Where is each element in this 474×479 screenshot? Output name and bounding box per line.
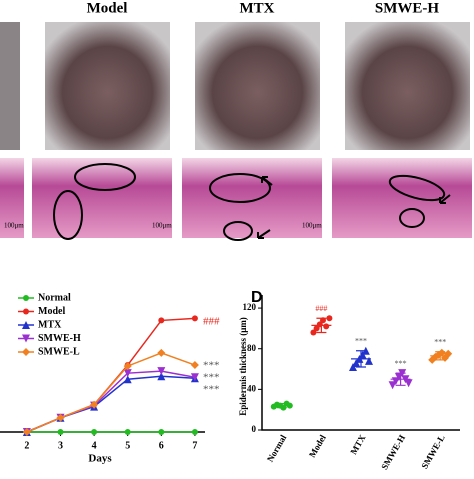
annotation: *** bbox=[203, 360, 220, 372]
photo bbox=[0, 22, 20, 150]
legend-marker bbox=[22, 321, 30, 329]
marker bbox=[57, 429, 64, 435]
annotation: *** bbox=[355, 337, 367, 346]
photo-label: MTX bbox=[240, 0, 275, 16]
error-bar bbox=[271, 402, 292, 409]
arrow bbox=[257, 176, 451, 239]
scale-bar-label: 100μm bbox=[4, 222, 24, 230]
data-point bbox=[404, 379, 413, 388]
legend-marker bbox=[22, 334, 30, 343]
marker bbox=[190, 361, 199, 370]
x-tick-label: Model bbox=[307, 433, 328, 460]
marker bbox=[157, 367, 166, 376]
y-axis-label: Epidermis thickness (μm) bbox=[238, 317, 248, 416]
legend-marker bbox=[22, 348, 30, 356]
y-tick-label: 0 bbox=[252, 424, 257, 434]
series-line bbox=[26, 352, 196, 433]
error-bar bbox=[430, 351, 451, 361]
marker bbox=[191, 315, 198, 322]
legend-marker bbox=[23, 295, 29, 301]
error-bar bbox=[390, 372, 411, 386]
annotation: *** bbox=[203, 372, 220, 384]
y-tick-label: 80 bbox=[247, 343, 257, 353]
photo-label: Model bbox=[87, 0, 128, 16]
marker bbox=[123, 362, 132, 371]
ellipse bbox=[388, 174, 446, 202]
photo bbox=[195, 22, 320, 150]
series-line bbox=[26, 370, 196, 433]
panel-label: D bbox=[251, 289, 263, 306]
data-point bbox=[388, 381, 397, 390]
histology: 100μm 100μm 100μm bbox=[0, 158, 472, 241]
x-tick-label: SMWE-H bbox=[379, 433, 407, 471]
error-bar bbox=[351, 350, 371, 368]
legend-label: SMWE-H bbox=[38, 333, 81, 344]
marker bbox=[124, 429, 131, 435]
annotation: *** bbox=[434, 338, 446, 347]
histology-image bbox=[182, 158, 322, 238]
marker bbox=[158, 317, 165, 324]
marker bbox=[191, 429, 198, 435]
data-point bbox=[310, 329, 317, 336]
marker bbox=[123, 375, 132, 384]
ellipse bbox=[223, 221, 253, 241]
data-point bbox=[323, 323, 330, 330]
legend-label: MTX bbox=[38, 319, 62, 330]
legend-label: SMWE-L bbox=[38, 346, 80, 357]
histology-image bbox=[332, 158, 472, 238]
x-tick-label: 2 bbox=[24, 440, 29, 451]
x-tick-label: MTX bbox=[348, 433, 367, 457]
marker bbox=[123, 369, 132, 378]
x-tick-label: 3 bbox=[58, 440, 63, 451]
marker bbox=[22, 428, 31, 436]
data-point bbox=[352, 358, 361, 367]
photo bbox=[345, 22, 470, 150]
marker bbox=[158, 429, 165, 435]
scale-bar-label: 100μm bbox=[152, 222, 172, 230]
x-tick-label: 7 bbox=[192, 440, 197, 451]
ellipse bbox=[53, 190, 83, 240]
x-tick-label: Normal bbox=[265, 433, 289, 464]
y-tick-label: 120 bbox=[243, 302, 257, 312]
error-bar bbox=[311, 317, 332, 334]
photo-label: SMWE-H bbox=[375, 0, 440, 16]
legend-label: Model bbox=[38, 306, 65, 317]
legend-label: Normal bbox=[38, 292, 71, 303]
marker bbox=[157, 372, 166, 381]
y-tick-label: 40 bbox=[247, 383, 257, 393]
photos: Model MTX SMWE-H bbox=[0, 0, 470, 150]
scale-bar-label: 100μm bbox=[302, 222, 322, 230]
ellipse bbox=[209, 173, 271, 203]
histology-image bbox=[32, 158, 172, 238]
data-point bbox=[365, 356, 373, 365]
annotation: ### bbox=[203, 316, 220, 328]
histology-image bbox=[0, 158, 24, 238]
data-point bbox=[349, 363, 357, 372]
legend-marker bbox=[23, 308, 29, 315]
marker bbox=[91, 429, 98, 435]
x-tick-label: 6 bbox=[159, 440, 164, 451]
x-axis-label: Days bbox=[88, 453, 112, 465]
x-tick-label: 4 bbox=[92, 440, 97, 451]
annotation: *** bbox=[203, 384, 220, 396]
x-tick-label: SMWE-L bbox=[419, 433, 446, 470]
ellipse bbox=[399, 208, 425, 228]
marker bbox=[90, 400, 99, 409]
annotation: ### bbox=[315, 304, 327, 313]
ellipse bbox=[74, 163, 136, 191]
annotation: *** bbox=[395, 359, 407, 368]
data-point bbox=[313, 325, 320, 332]
data-point bbox=[326, 315, 333, 322]
marker bbox=[190, 373, 199, 382]
x-tick-label: 5 bbox=[125, 440, 130, 451]
marker bbox=[56, 413, 65, 422]
photo bbox=[45, 22, 170, 150]
marker bbox=[157, 348, 166, 357]
